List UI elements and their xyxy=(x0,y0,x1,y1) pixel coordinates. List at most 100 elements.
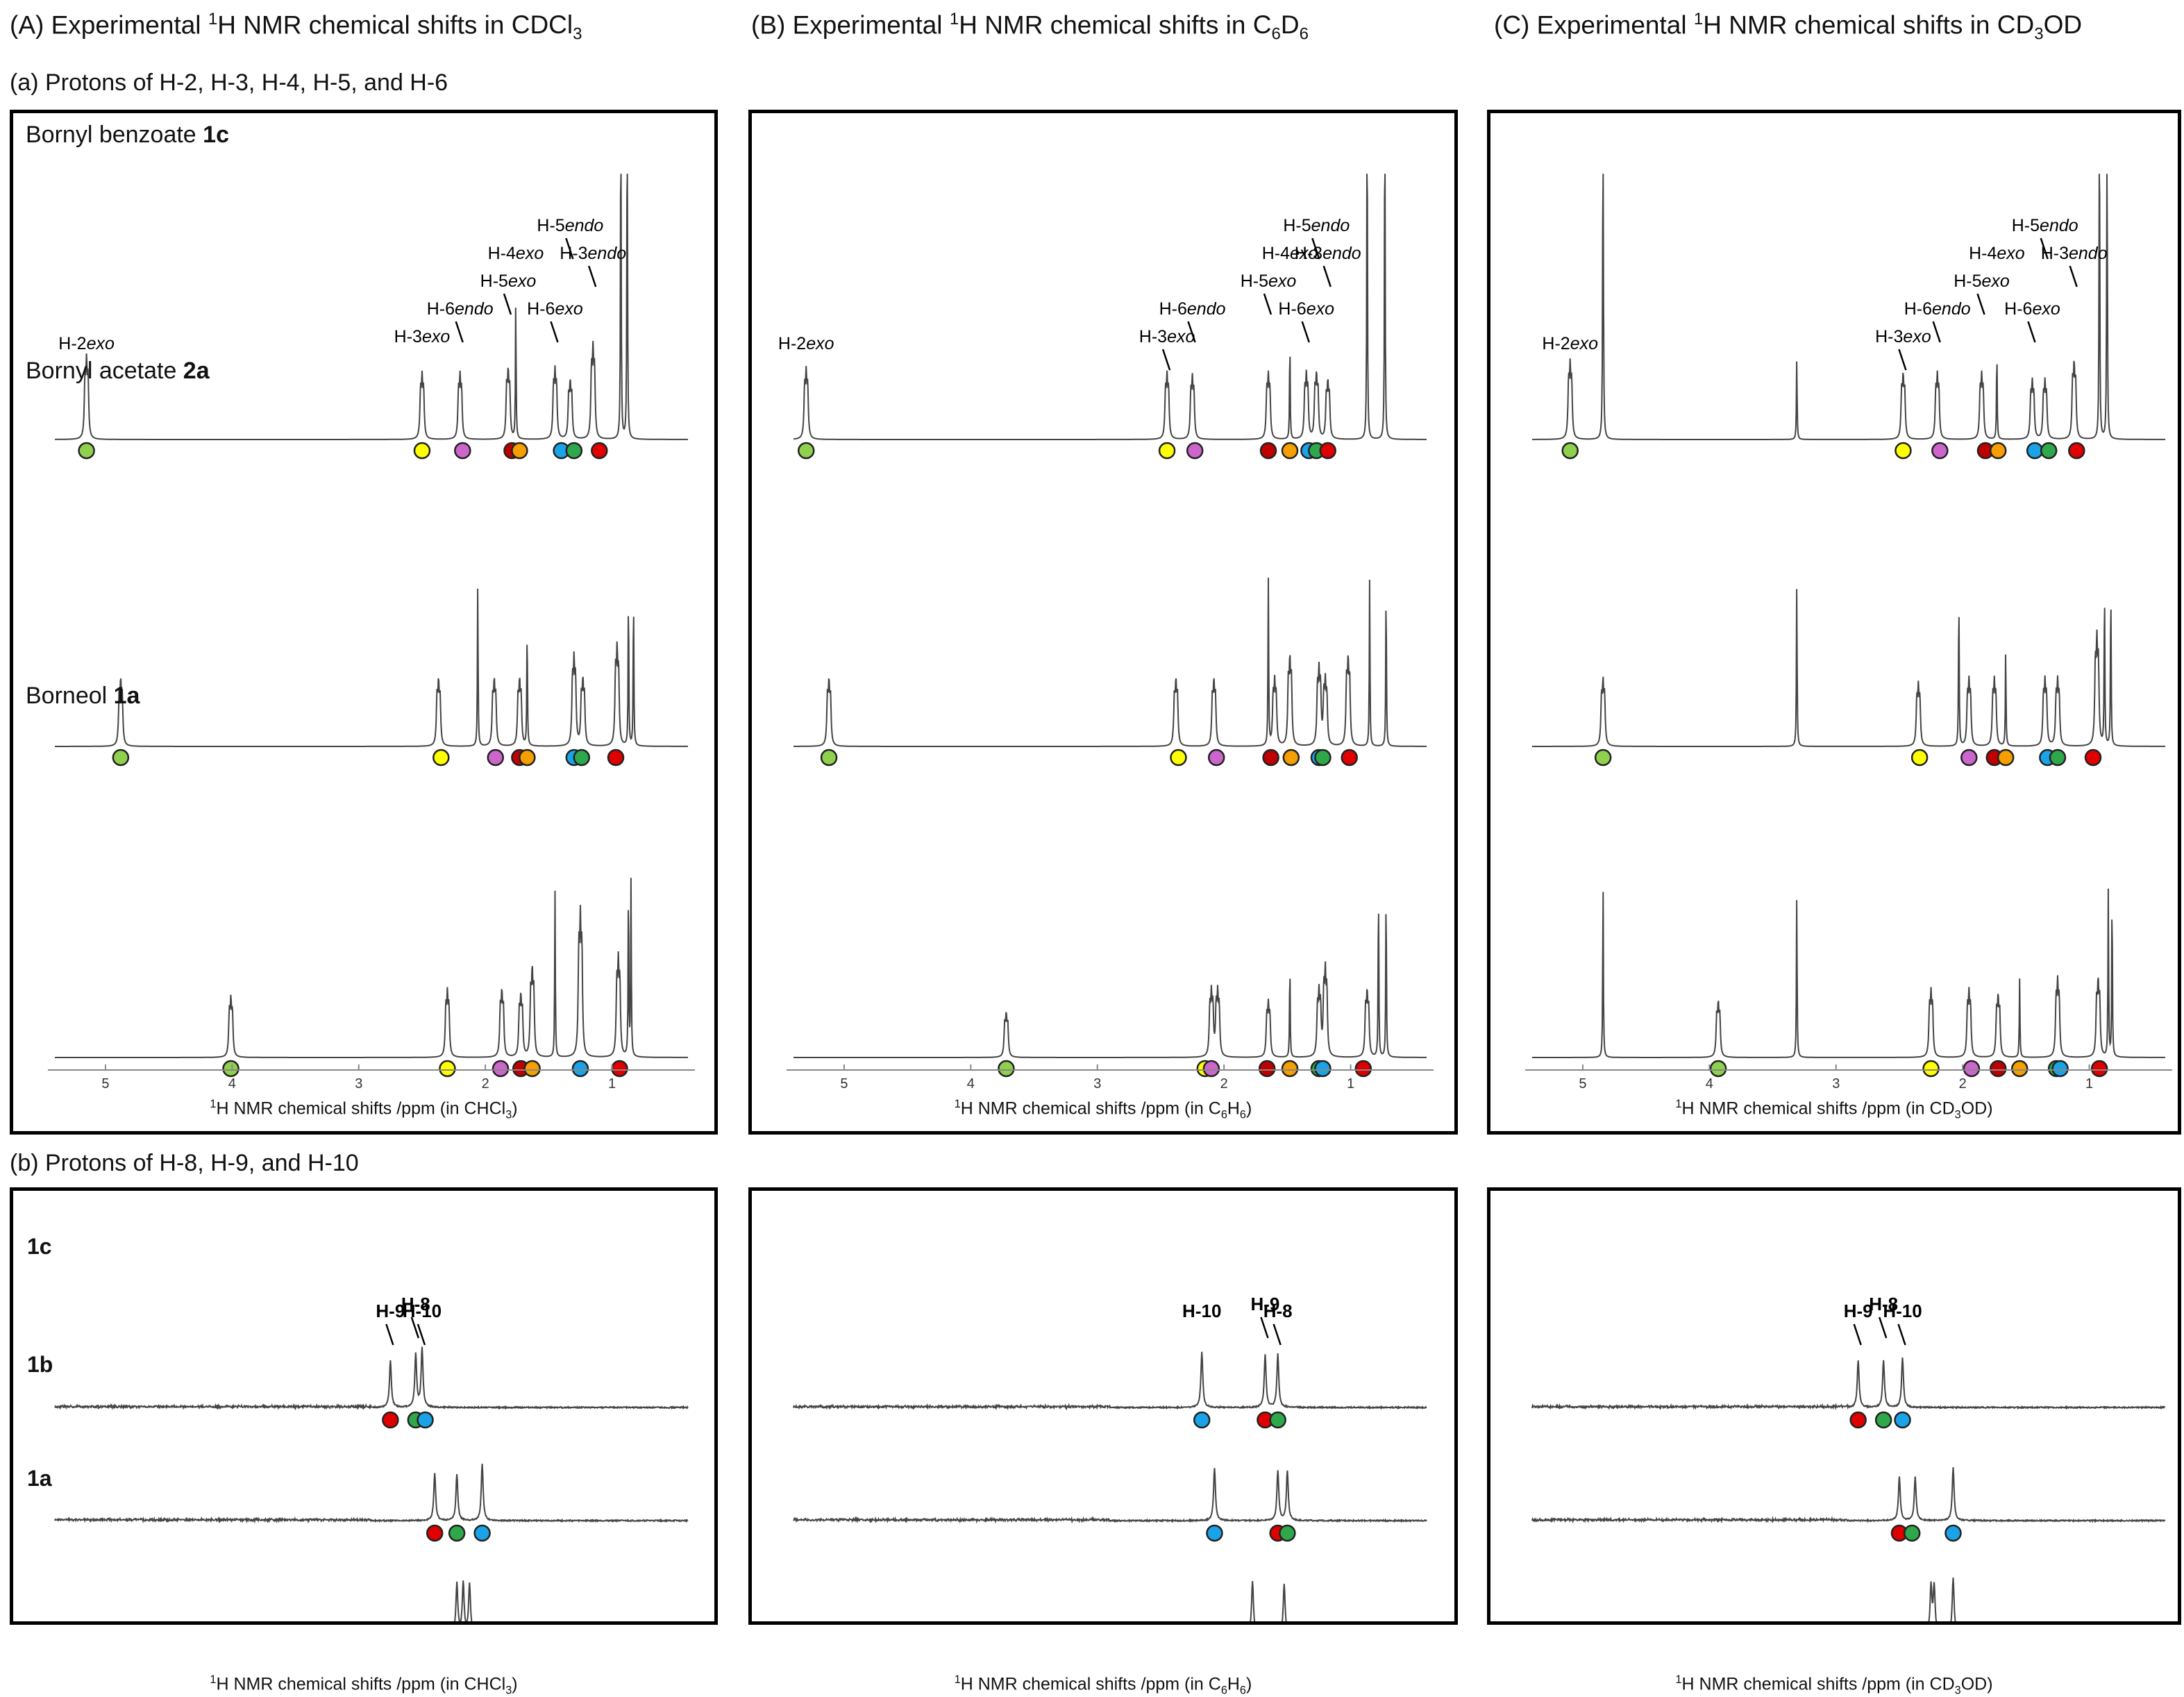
spectrum-trace xyxy=(1928,1577,1956,1621)
peak-annotation: H-8 xyxy=(1869,1294,1898,1314)
annotation-arrow xyxy=(2040,237,2049,260)
peak-annotation: H-5exo xyxy=(1954,271,2010,291)
peak-marker-yellow xyxy=(1910,749,1929,767)
peak-annotation: H-4exo xyxy=(488,244,544,263)
peak-marker-green xyxy=(820,749,838,767)
peak-marker-pink xyxy=(1963,1060,1981,1078)
peak-marker-blue xyxy=(1314,1060,1332,1078)
annotation-arrow xyxy=(1878,1316,1888,1339)
spectrum-trace xyxy=(54,1464,689,1524)
spectrum-svg: H-9H-8H-101.41.21.00.80.6 xyxy=(1531,1294,2166,1621)
peak-annotation: H-6endo xyxy=(427,299,494,319)
peak-marker-dgreen xyxy=(448,1524,466,1542)
peak-annotation: H-5exo xyxy=(1241,271,1297,291)
peak-annotation: H-10 xyxy=(1883,1301,1922,1321)
spectrum-trace xyxy=(1250,1581,1287,1621)
peak-marker-red xyxy=(426,1524,444,1542)
compound-label-borneol: Borneol 1a xyxy=(26,683,140,709)
compound-label-benzoate: Bornyl benzoate 1c xyxy=(26,122,229,148)
peak-annotation: H-6exo xyxy=(2004,299,2060,319)
peak-marker-dgreen xyxy=(1269,1411,1286,1429)
peak-marker-yellow xyxy=(439,1060,456,1078)
annotation-arrow xyxy=(385,1323,394,1346)
x-tick-label: 3 xyxy=(355,1076,362,1092)
x-tick-label: 1 xyxy=(2085,1076,2093,1092)
x-tick-label: 2 xyxy=(1959,1076,1967,1092)
x-tick-label: 5 xyxy=(1579,1076,1586,1092)
x-tick-label: 4 xyxy=(1706,1076,1713,1092)
annotation-arrow xyxy=(1932,321,1941,343)
peak-annotation: H-6endo xyxy=(1159,299,1226,319)
peak-marker-pink xyxy=(1931,442,1949,460)
peak-marker-red xyxy=(607,749,625,767)
panel-b-bottom: H-10H-9H-81.41.21.00.80.6 1H NMR chemical… xyxy=(748,1187,1458,1696)
spectrum-svg: H-2exo H-3exo H-6endo H-5exo H-4exo H-6exo H-5… xyxy=(48,174,695,1092)
x-tick-label: 5 xyxy=(101,1076,109,1092)
spectrum-svg: H-2exo H-3exo H-6endo H-5exo H-4exo H-6exo H-5… xyxy=(778,174,1434,1092)
x-tick-label: 2 xyxy=(1220,1076,1228,1092)
peak-marker-blue xyxy=(1894,1411,1911,1429)
peak-annotation: H-5exo xyxy=(480,271,537,291)
peak-marker-orange xyxy=(1989,442,2007,460)
x-axis-title: 1H NMR chemical shifts /ppm (in C6H6) xyxy=(954,1673,1252,1697)
peak-marker-orange xyxy=(1997,749,2015,767)
x-axis-title: 1H NMR chemical shifts /ppm (in CHCl3) xyxy=(210,1098,518,1121)
solvent-a: CDCl3 xyxy=(511,10,582,44)
x-axis-title: 1H NMR chemical shifts /ppm (in CHCl3) xyxy=(210,1673,518,1697)
annotation-arrow xyxy=(1187,321,1196,343)
peak-marker-blue xyxy=(417,1411,434,1429)
peak-marker-red xyxy=(1319,442,1336,460)
peak-marker-red xyxy=(1849,1411,1867,1429)
x-axis-title: 1H NMR chemical shifts /ppm (in C6H6) xyxy=(954,1098,1252,1121)
spectrum-trace xyxy=(793,577,1427,747)
annotation-arrow xyxy=(1322,265,1332,287)
panel-a-bottom: H-9H-8H-101.41.21.00.80.6 1H NMR chemical… xyxy=(10,1187,718,1696)
peak-annotation: H-4exo xyxy=(1969,244,2025,263)
row-title-a: (a) Protons of H-2, H-3, H-4, H-5, and H… xyxy=(10,69,448,96)
peak-marker-blue xyxy=(2051,1060,2069,1078)
peak-marker-dgreen xyxy=(565,442,583,460)
compound-label: 1a xyxy=(27,1466,52,1491)
peak-marker-blue xyxy=(571,1060,589,1078)
peak-marker-yellow xyxy=(413,442,431,460)
solvent-c: CD3OD xyxy=(1997,10,2083,44)
peak-marker-green xyxy=(112,749,130,767)
peak-annotation: H-8 xyxy=(401,1294,430,1314)
x-tick-label: 1 xyxy=(608,1076,616,1092)
peak-marker-green xyxy=(78,442,95,460)
peak-marker-darkred xyxy=(1258,1060,1276,1078)
compound-label-acetate: Bornyl acetate 2a xyxy=(26,358,210,384)
spectrum-trace xyxy=(54,174,688,440)
peak-marker-orange xyxy=(1282,749,1300,767)
panel-c-bottom: H-9H-8H-101.41.21.00.80.6 1H NMR chemical… xyxy=(1487,1187,2181,1696)
peak-annotation: H-5endo xyxy=(1283,216,1350,235)
annotation-arrow xyxy=(503,293,512,315)
column-title-b: (B) Experimental 1H NMR chemical shifts … xyxy=(751,10,1309,44)
spectrum-trace xyxy=(793,913,1427,1058)
spectrum-svg: H-10H-9H-81.41.21.00.80.6 xyxy=(793,1294,1427,1621)
solvent-b: C6D6 xyxy=(1252,10,1309,44)
peak-marker-orange xyxy=(523,1060,541,1078)
spectrum-trace xyxy=(1532,589,2165,747)
peak-marker-yellow xyxy=(1158,442,1176,460)
peak-marker-pink xyxy=(1186,442,1204,460)
peak-marker-yellow xyxy=(432,749,450,767)
x-tick-label: 5 xyxy=(840,1076,848,1092)
peak-annotation: H-5endo xyxy=(2012,216,2078,235)
peak-annotation: H-8 xyxy=(1263,1301,1293,1321)
annotation-arrow xyxy=(417,1323,426,1346)
annotation-arrow xyxy=(410,1316,420,1339)
peak-marker-yellow xyxy=(1170,749,1187,767)
annotation-arrow xyxy=(1260,1316,1269,1339)
spectrum-trace xyxy=(1532,888,2165,1058)
panel-c-top: H-2exo H-3exo H-6endo H-5exo H-4exo H-6exo H-5… xyxy=(1487,110,2181,1135)
peak-marker-dgreen xyxy=(573,749,591,767)
peak-marker-green xyxy=(222,1060,240,1078)
peak-marker-dgreen xyxy=(1279,1524,1296,1542)
peak-annotation: H-9 xyxy=(376,1301,405,1321)
spectrum-svg: H-9H-8H-101.41.21.00.80.6 xyxy=(54,1294,689,1621)
annotation-arrow xyxy=(588,265,597,287)
annotation-arrow xyxy=(1853,1323,1862,1346)
peak-annotation: H-5endo xyxy=(537,216,603,235)
peak-annotation: H-9 xyxy=(1250,1294,1279,1314)
